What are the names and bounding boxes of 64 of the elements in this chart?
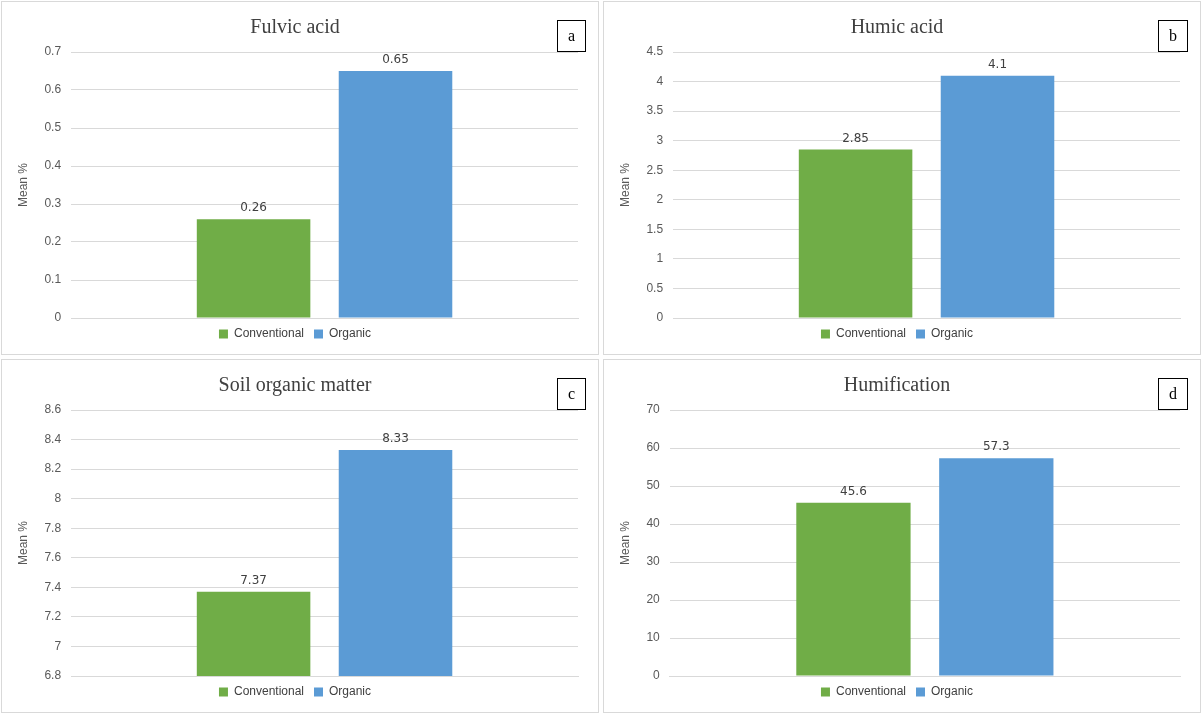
data-label: 4.1 (987, 56, 1008, 71)
legend-label: Conventional (835, 326, 907, 341)
y-tick-label: 8.2 (44, 461, 62, 476)
y-tick-label: 0 (653, 668, 661, 683)
y-tick-label: 0.2 (44, 234, 62, 249)
y-tick-label: 30 (646, 554, 661, 569)
y-tick-label: 0 (656, 310, 664, 325)
y-tick-label: 3.5 (646, 103, 664, 118)
y-tick-label: 0.6 (44, 82, 62, 97)
y-tick-label: 4 (656, 73, 664, 88)
legend-label: Conventional (233, 684, 305, 699)
data-label: 0.26 (240, 200, 267, 215)
chart-title: Soil organic matter (218, 373, 372, 397)
text: b (1158, 20, 1188, 52)
y-tick-label: 6.8 (44, 668, 62, 683)
text: a (556, 20, 586, 52)
text: d (1158, 378, 1188, 410)
data-label: 2.85 (842, 130, 869, 145)
y-tick-label: 1 (656, 251, 664, 266)
legend-label: Organic (931, 326, 974, 341)
legend-label: Organic (329, 684, 372, 699)
y-tick-label: 7.6 (44, 550, 62, 565)
legend-label: Conventional (233, 326, 305, 341)
text: c (556, 378, 586, 410)
y-tick-label: 3 (656, 132, 664, 147)
chart-title: Fulvic acid (250, 15, 340, 38)
chart-title: Humic acid (850, 15, 944, 38)
y-tick-label: 0.1 (44, 272, 62, 287)
y-axis-title: Mean % (15, 520, 30, 566)
y-tick-label: 0.3 (44, 196, 62, 211)
y-tick-label: 4.5 (646, 44, 664, 59)
y-tick-label: 7.8 (44, 520, 62, 535)
y-tick-label: 0.5 (44, 120, 62, 135)
y-tick-label: 8.4 (44, 431, 62, 446)
y-tick-label: 0.5 (646, 280, 664, 295)
y-tick-label: 0.7 (44, 44, 62, 59)
y-tick-label: 60 (646, 440, 661, 455)
y-tick-label: 10 (646, 630, 661, 645)
y-tick-label: 40 (646, 516, 661, 531)
y-tick-label: 8.6 (44, 402, 62, 417)
y-tick-label: 8 (54, 490, 62, 505)
y-tick-label: 0.4 (44, 158, 62, 173)
y-tick-label: 7 (54, 638, 62, 653)
chart-title: Humification (843, 373, 951, 396)
data-label: 0.65 (382, 52, 409, 67)
data-label: 8.33 (382, 431, 409, 446)
y-tick-label: 20 (646, 592, 661, 607)
y-tick-label: 7.4 (44, 579, 62, 594)
data-label: 45.6 (840, 483, 867, 498)
data-label: 57.3 (982, 439, 1010, 454)
legend-label: Organic (931, 684, 974, 699)
y-tick-label: 2.5 (646, 162, 664, 177)
y-tick-label: 7.2 (44, 609, 62, 624)
y-axis-title: Mean % (617, 520, 632, 566)
y-axis-title: Mean % (617, 162, 632, 208)
y-tick-label: 2 (656, 192, 664, 207)
legend-label: Organic (329, 326, 372, 341)
data-label: 7.37 (240, 572, 267, 587)
y-tick-label: 70 (646, 402, 661, 417)
y-tick-label: 1.5 (646, 221, 664, 236)
y-tick-label: 0 (54, 310, 62, 325)
legend-label: Conventional (835, 684, 907, 699)
y-axis-title: Mean % (15, 162, 30, 208)
y-tick-label: 50 (646, 478, 661, 493)
